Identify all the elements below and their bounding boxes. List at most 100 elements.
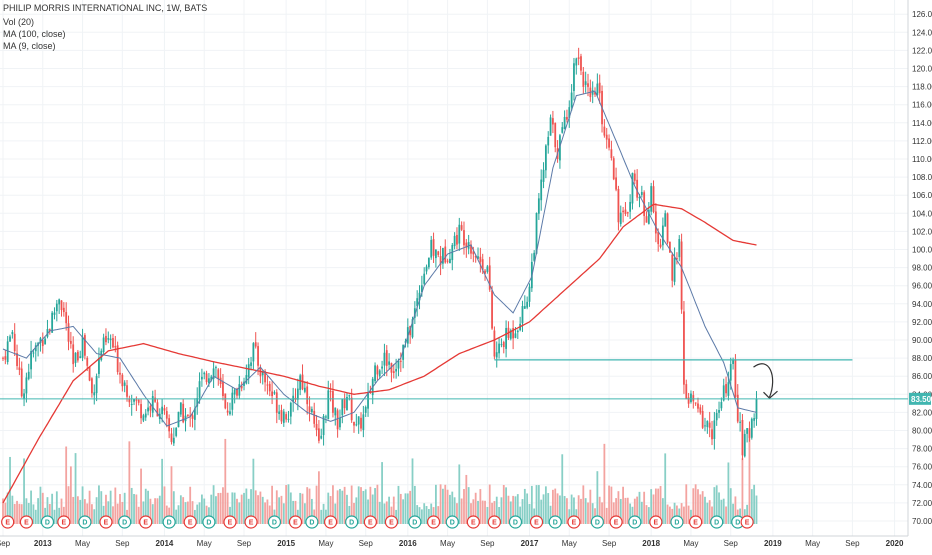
earnings-marker[interactable] [567,515,581,529]
curved-arrow-head[interactable] [763,390,778,399]
earnings-marker[interactable] [363,515,377,529]
earnings-marker[interactable] [288,515,303,529]
earnings-marker[interactable] [529,515,544,529]
earnings-marker[interactable] [19,515,33,529]
volume-bar [722,498,725,524]
earnings-marker[interactable] [1,515,15,529]
price-tick-label: 98.00 [912,264,932,273]
dividend-marker[interactable] [508,515,523,529]
candle-body [729,364,732,381]
earnings-marker[interactable] [57,515,71,529]
earnings-marker[interactable] [426,515,441,529]
candle-body [587,83,589,87]
earnings-marker[interactable] [649,515,663,529]
candle-body [30,350,32,370]
dividend-marker[interactable] [267,515,282,529]
candle-body [357,416,360,425]
volume-bar [369,486,372,524]
volume-bar [708,500,711,524]
candle-body [287,418,290,420]
dividend-marker[interactable] [202,515,216,529]
price-axis[interactable]: 70.0072.0074.0076.0078.0080.0082.0084.00… [907,0,932,536]
volume-bar [622,486,624,524]
earnings-marker[interactable] [740,515,754,529]
earnings-marker[interactable] [609,515,623,529]
time-axis[interactable]: Sep 2013 May Sep 2014 May Sep 2015 May Sep 2016 May… [0,535,908,548]
candle-body [303,387,306,392]
dividend-marker[interactable] [408,515,422,529]
volume-bar [486,506,489,524]
candle-body [6,341,9,363]
candle-body [170,433,173,442]
curved-arrow-stroke[interactable] [753,363,774,398]
earnings-marker[interactable] [384,515,399,529]
candle-body [147,407,149,412]
earnings-marker[interactable] [324,515,338,529]
earnings-marker[interactable] [466,515,480,529]
candle-body [622,210,624,213]
candle-body [229,411,231,415]
dividend-marker[interactable] [162,515,176,529]
dividend-marker[interactable] [78,515,92,529]
volume-bar [495,496,498,524]
candle-body [743,433,746,457]
earnings-marker[interactable] [99,515,113,529]
volume-study-label[interactable]: Vol (20) [3,17,35,27]
moving-averages [2,90,757,504]
volume-bar [348,505,351,524]
earnings-marker[interactable] [487,515,501,529]
dividend-marker[interactable] [710,515,724,529]
candle-body [463,230,465,246]
volume-bar [93,509,96,524]
volume-bar [645,505,648,524]
volume-bar [268,505,271,524]
volume-bar [715,485,718,524]
earnings-marker-label: E [471,520,476,527]
dividend-marker[interactable] [40,515,55,529]
dividend-marker[interactable] [670,515,684,529]
symbol-title[interactable]: PHILIP MORRIS INTERNATIONAL INC, 1W, BAT… [3,3,208,13]
drawn-arrow-annotation[interactable] [753,363,778,399]
price-tick-label: 112.00 [912,137,932,146]
volume-bar [233,492,236,524]
volume-bar [409,490,412,524]
candle-body [112,338,114,348]
ma9-study-label[interactable]: MA (9, close) [3,41,56,51]
dividend-marker[interactable] [305,515,319,529]
volume-bar [112,506,114,524]
earnings-marker[interactable] [139,515,153,529]
candle-body [360,417,362,429]
volume-bar [640,501,643,524]
dividend-marker[interactable] [590,515,604,529]
ma100-study-label[interactable]: MA (100, close) [3,29,66,39]
dividend-marker[interactable] [345,515,359,529]
volume-bar [282,503,285,524]
candle-body [69,340,72,344]
candle-body [654,211,657,234]
earnings-marker[interactable] [223,515,237,529]
candle-body [537,198,540,214]
volume-bar [521,499,524,524]
candle-body [453,235,456,247]
earnings-marker[interactable] [689,515,703,529]
candle-body [692,395,695,402]
candle-body [385,350,388,366]
volume-bar [315,485,318,524]
dividend-marker[interactable] [118,515,132,529]
candle-body [456,234,458,245]
volume-bar [252,458,255,524]
earnings-marker-label: E [693,520,698,527]
dividend-marker-label: D [450,520,455,527]
dividend-marker[interactable] [628,515,642,529]
volume-bar [4,502,7,524]
candle-body [411,319,414,338]
dividend-marker[interactable] [548,515,562,529]
earnings-marker[interactable] [183,515,197,529]
candle-body [713,420,716,440]
earnings-marker[interactable] [244,515,258,529]
volume-bar [301,493,304,524]
dividend-marker[interactable] [445,515,459,529]
